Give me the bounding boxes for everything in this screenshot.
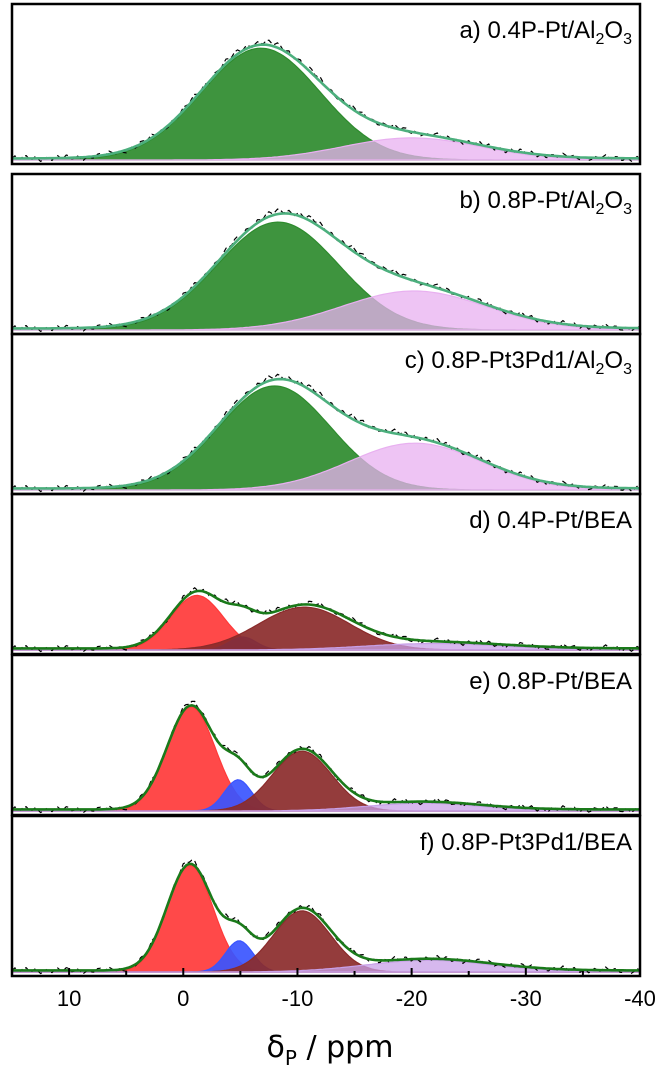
x-tick-label-5: -40	[624, 986, 656, 1011]
x-tick-label-3: -20	[396, 986, 428, 1011]
panel-3-fit-envelope	[12, 377, 640, 490]
panel-1-label: a) 0.4P-Pt/Al2O3	[459, 17, 632, 48]
panel-4-fit-envelope	[12, 589, 640, 650]
panel-5-label: e) 0.8P-Pt/BEA	[469, 668, 632, 695]
x-axis: 10 0 -10 -20 -30 -40	[11, 968, 656, 1011]
panel-2: b) 0.8P-Pt/Al2O3	[10, 172, 642, 336]
x-tick-label-4: -30	[510, 986, 542, 1011]
panel-4-component-brown	[12, 606, 640, 651]
x-tick-label-2: -10	[282, 986, 314, 1011]
panel-1-frame	[10, 2, 642, 166]
panel-1-component-green	[12, 47, 640, 161]
panel-4: d) 0.4P-Pt/BEA	[10, 492, 642, 656]
panel-5-component-brown	[12, 750, 640, 812]
panel-6-label: f) 0.8P-Pt3Pd1/BEA	[420, 829, 632, 856]
panel-3-component-violet	[12, 442, 641, 491]
panel-6: f) 0.8P-Pt3Pd1/BEA	[10, 814, 642, 978]
panel-2-label: b) 0.8P-Pt/Al2O3	[459, 187, 632, 218]
x-axis-title: δP / ppm	[267, 1030, 394, 1065]
panel-1: a) 0.4P-Pt/Al2O3	[10, 2, 642, 166]
panel-2-component-violet	[12, 290, 641, 331]
panel-3-label: c) 0.8P-Pt3Pd1/Al2O3	[405, 347, 632, 378]
panel-5-fit-envelope	[12, 703, 640, 811]
panel-4-label: d) 0.4P-Pt/BEA	[469, 507, 632, 534]
panel-6-component-brown	[12, 910, 640, 973]
panel-1-fit-envelope	[12, 43, 641, 160]
x-tick-label-1: 0	[177, 986, 189, 1011]
panel-6-frame	[10, 814, 642, 978]
panel-5: e) 0.8P-Pt/BEA	[10, 653, 642, 817]
panel-1-component-violet	[12, 137, 641, 161]
panel-6-fit-envelope	[12, 862, 640, 972]
panel-3: c) 0.8P-Pt3Pd1/Al2O3	[10, 332, 642, 496]
panels: a) 0.4P-Pt/Al2O3 b) 0.8P-Pt/Al2O3 c) 0.8P-…	[10, 2, 642, 978]
x-tick-label-0: 10	[57, 986, 81, 1011]
panel-2-fit-envelope	[12, 212, 641, 330]
panel-6-component-violet	[12, 959, 640, 973]
panel-4-component-violet	[12, 642, 641, 651]
